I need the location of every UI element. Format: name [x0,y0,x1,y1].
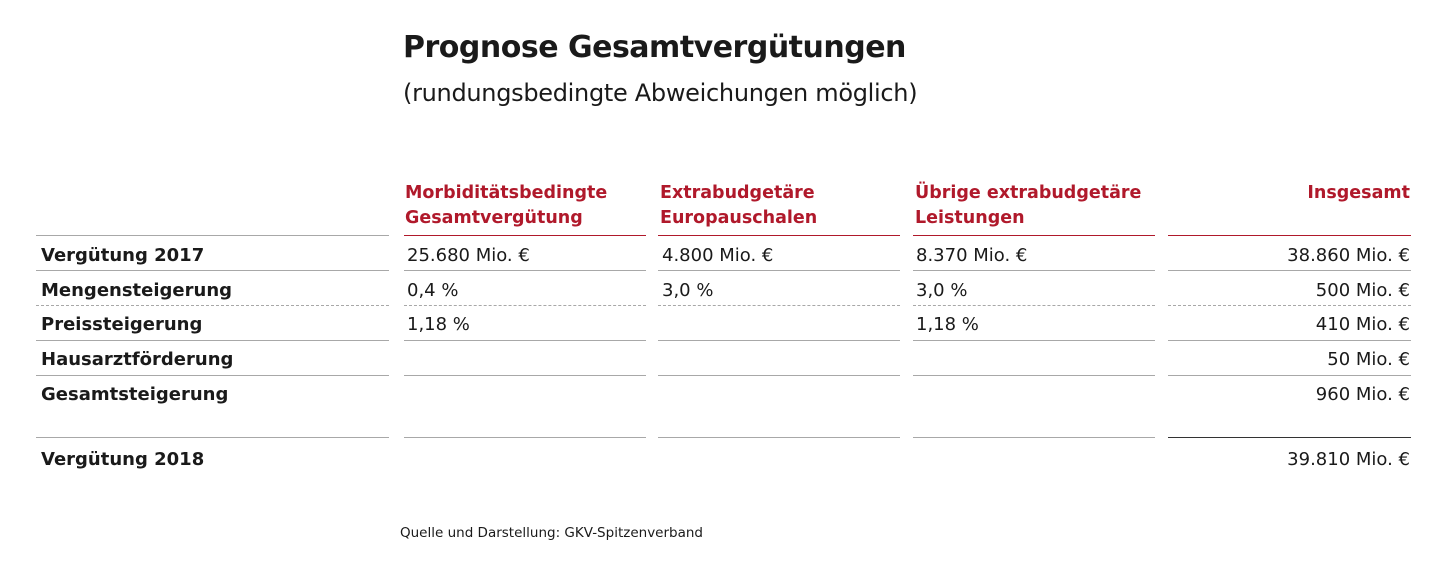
source-note: Quelle und Darstellung: GKV-Spitzenverba… [400,525,704,541]
header-rule [36,235,389,236]
total-rule [404,437,646,438]
table-cell: 500 Mio. € [1315,280,1410,301]
table-cell: 39.810 Mio. € [1287,449,1410,470]
chart-title: Prognose Gesamtvergütungen [403,30,906,65]
column-header-line: Übrige extrabudgetäre [915,183,1142,203]
column-header-line: Insgesamt [1307,183,1410,203]
row-rule [404,270,646,271]
row-rule [36,305,389,306]
row-rule [404,375,646,376]
row-label: Hausarztförderung [41,349,234,370]
row-rule [36,270,389,271]
total-rule [913,437,1155,438]
column-header-europauschalen: Extrabudgetäre Europauschalen [660,181,817,231]
header-rule [1168,235,1411,236]
table-cell: 3,0 % [916,280,968,301]
row-rule [1168,305,1411,306]
row-rule [658,375,900,376]
row-rule [913,305,1155,306]
table-cell: 50 Mio. € [1327,349,1410,370]
row-label: Vergütung 2018 [41,449,205,470]
row-rule [1168,270,1411,271]
column-header-uebrige: Übrige extrabudgetäre Leistungen [915,181,1141,231]
row-rule [913,340,1155,341]
table-cell: 25.680 Mio. € [407,245,530,266]
row-rule [658,340,900,341]
row-rule [658,270,900,271]
header-rule [658,235,900,236]
column-header-line: Extrabudgetäre [660,183,815,203]
table-cell: 960 Mio. € [1315,384,1410,405]
table-cell: 4.800 Mio. € [662,245,774,266]
table-cell: 3,0 % [662,280,714,301]
total-rule [36,437,389,438]
header-rule [404,235,646,236]
row-label: Preissteigerung [41,314,203,335]
row-label: Mengensteigerung [41,280,233,301]
row-rule [404,305,646,306]
table-cell: 38.860 Mio. € [1287,245,1410,266]
row-rule [404,340,646,341]
total-rule [658,437,900,438]
row-rule [36,340,389,341]
table-cell: 1,18 % [916,314,979,335]
row-label: Vergütung 2017 [41,245,205,266]
row-label: Gesamtsteigerung [41,384,229,405]
row-rule [1168,375,1411,376]
row-rule [1168,340,1411,341]
chart-subtitle: (rundungsbedingte Abweichungen möglich) [403,79,918,107]
header-rule [913,235,1155,236]
row-rule [913,375,1155,376]
row-rule [913,270,1155,271]
table-cell: 8.370 Mio. € [916,245,1028,266]
column-header-insgesamt: Insgesamt [1170,181,1410,206]
table-cell: 1,18 % [407,314,470,335]
column-header-line: Gesamtvergütung [405,208,583,228]
table-cell: 410 Mio. € [1315,314,1410,335]
column-header-line: Europauschalen [660,208,818,228]
table-cell: 0,4 % [407,280,459,301]
row-rule [36,375,389,376]
total-rule [1168,437,1411,438]
row-rule [658,305,900,306]
column-header-line: Leistungen [915,208,1025,228]
column-header-line: Morbiditätsbedingte [405,183,608,203]
column-header-morbiditaet: Morbiditätsbedingte Gesamtvergütung [405,181,607,231]
